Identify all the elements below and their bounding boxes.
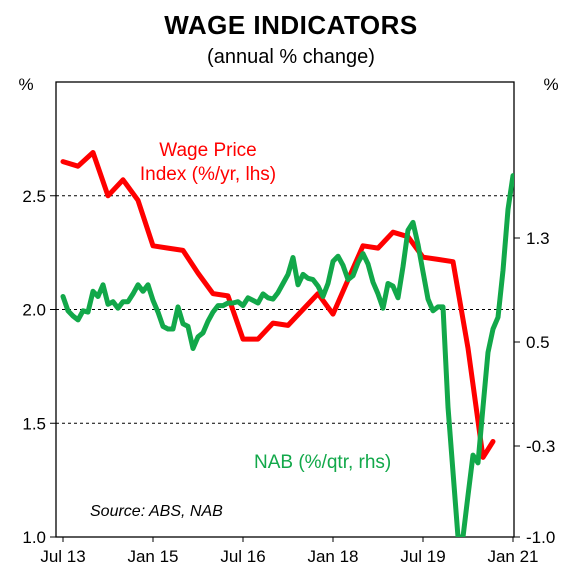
x-tick-label: Jul 19: [400, 547, 445, 566]
x-tick-label: Jan 21: [487, 547, 538, 566]
right-tick-label: 0.5: [526, 333, 550, 352]
nab-series-label: NAB (%/qtr, rhs): [254, 452, 391, 473]
x-tick-label: Jul 16: [220, 547, 265, 566]
chart-title: WAGE INDICATORS: [164, 10, 418, 40]
nab-series-line: [60, 173, 514, 537]
left-axis-unit: %: [18, 75, 33, 94]
wpi-series-label-line1: Wage Price: [159, 140, 257, 161]
source-note: Source: ABS, NAB: [90, 503, 223, 520]
left-tick-label: 1.0: [22, 528, 46, 547]
right-axis-unit: %: [543, 75, 558, 94]
x-tick-label: Jan 18: [307, 547, 358, 566]
right-tick-label: 1.3: [526, 229, 550, 248]
left-tick-label: 1.5: [22, 414, 46, 433]
wpi-series-label-line2: Index (%/yr, lhs): [140, 164, 276, 185]
left-tick-label: 2.5: [22, 187, 46, 206]
right-tick-label: -0.3: [526, 437, 555, 456]
x-tick-label: Jan 15: [127, 547, 178, 566]
x-tick-label: Jul 13: [40, 547, 85, 566]
wpi-series-line: [60, 150, 496, 460]
chart-subtitle: (annual % change): [207, 46, 375, 68]
left-tick-label: 2.0: [22, 301, 46, 320]
right-tick-label: -1.0: [526, 528, 555, 547]
